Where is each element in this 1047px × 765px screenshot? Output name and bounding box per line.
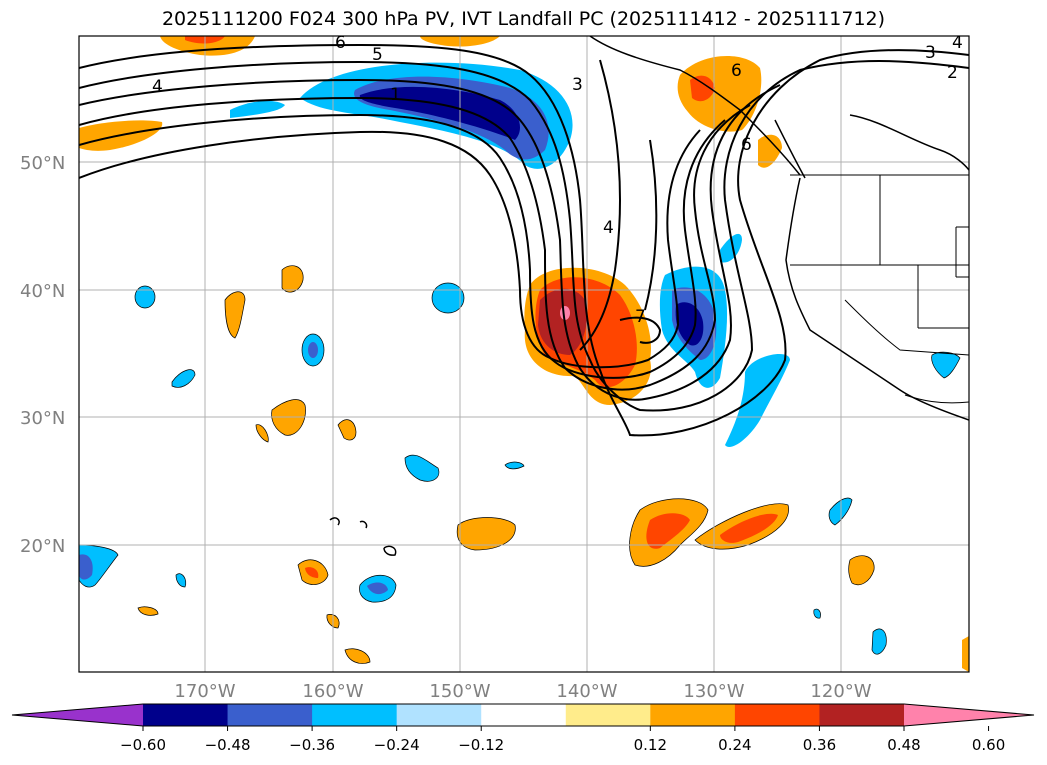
colorbar-tick-label: −0.24 — [374, 736, 420, 754]
contour-label: 2 — [947, 63, 958, 83]
colorbar-tick-label: −0.48 — [205, 736, 251, 754]
anomaly-shading — [79, 36, 969, 672]
map-title: 2025111200 F024 300 hPa PV, IVT Landfall… — [161, 8, 886, 30]
contour-label: 3 — [925, 43, 936, 63]
political-borders — [790, 174, 969, 404]
colorbar-segment — [734, 704, 820, 726]
lat-label: 30°N — [20, 408, 65, 429]
colorbar-segment — [481, 704, 567, 726]
contour-label: 7 — [635, 307, 646, 327]
contour-label: 6 — [741, 135, 752, 155]
colorbar-segment — [819, 704, 905, 726]
contour-label: 3 — [572, 75, 583, 95]
contour-label: 6 — [335, 33, 346, 53]
pv-contours — [79, 43, 969, 437]
colorbar-tick-label: −0.36 — [289, 736, 335, 754]
lon-label: 130°W — [683, 681, 744, 702]
contour-label: 4 — [603, 218, 614, 238]
map-frame — [78, 35, 970, 673]
lat-label: 20°N — [20, 536, 65, 557]
lon-label: 170°W — [174, 681, 235, 702]
contour-label: 6 — [731, 61, 742, 81]
colorbar-tick-label: 0.36 — [803, 736, 836, 754]
colorbar-tick-label: −0.60 — [120, 736, 166, 754]
contour-label: 1 — [390, 85, 401, 105]
colorbar-tick-label: 0.60 — [972, 736, 1005, 754]
colorbar-tick-label: 0.48 — [887, 736, 920, 754]
lon-label: 140°W — [556, 681, 617, 702]
colorbar-segment — [565, 704, 651, 726]
contour-label: 4 — [152, 77, 163, 97]
colorbar-segment — [396, 704, 482, 726]
contour-label: 4 — [952, 33, 963, 53]
lon-label: 160°W — [302, 681, 363, 702]
colorbar: −0.60 −0.48 −0.36 −0.24 −0.12 0.12 0.24 0.36 0.4… — [11, 703, 1035, 754]
colorbar-segment — [312, 704, 398, 726]
contour-labels: 4 3 2 6 5 1 4 3 6 4 7 6 — [152, 33, 963, 327]
latitude-labels: 50°N 40°N 30°N 20°N — [20, 153, 65, 557]
contour-label: 5 — [372, 45, 383, 65]
colorbar-extend-max — [904, 704, 1034, 726]
lat-label: 40°N — [20, 281, 65, 302]
colorbar-segment — [650, 704, 736, 726]
colorbar-extend-min — [12, 704, 143, 726]
map-area: 4 3 2 6 5 1 4 3 6 4 7 6 — [79, 33, 969, 672]
colorbar-tick-label: 0.12 — [634, 736, 667, 754]
colorbar-segment — [227, 704, 313, 726]
lon-label: 120°W — [810, 681, 871, 702]
lon-label: 150°W — [429, 681, 490, 702]
graticule — [79, 36, 969, 672]
coastlines — [329, 36, 969, 556]
colorbar-tick-label: −0.12 — [458, 736, 504, 754]
colorbar-tick-label: 0.24 — [718, 736, 751, 754]
lat-label: 50°N — [20, 153, 65, 174]
colorbar-segment — [143, 704, 229, 726]
longitude-labels: 170°W 160°W 150°W 140°W 130°W 120°W — [174, 681, 871, 702]
